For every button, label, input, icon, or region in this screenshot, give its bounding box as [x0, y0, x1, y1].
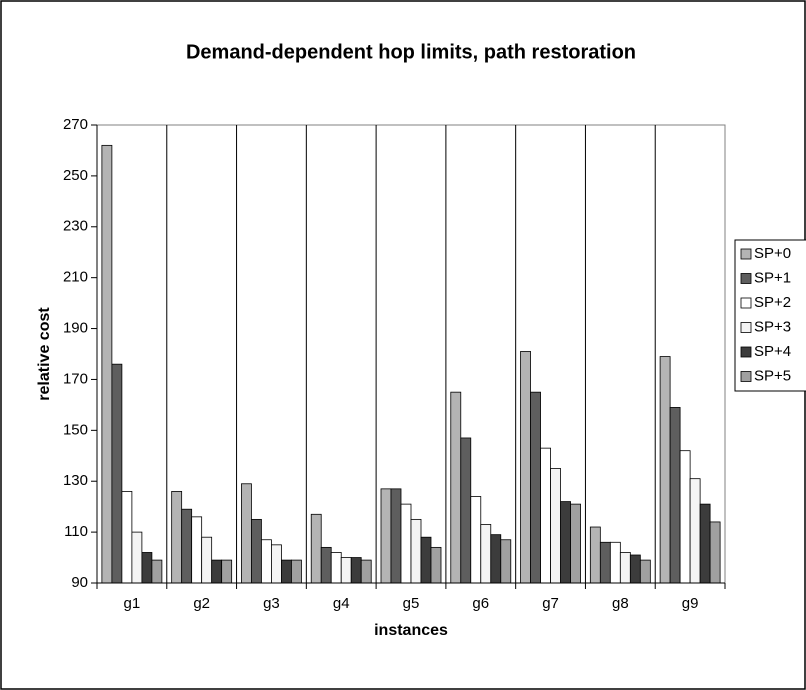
bar	[390, 488, 402, 584]
bar	[460, 437, 472, 584]
legend-label: SP+4	[754, 343, 791, 360]
bar	[261, 539, 272, 584]
bar	[330, 552, 342, 584]
legend-swatch	[740, 248, 752, 260]
y-tick-label: 190	[63, 320, 88, 337]
legend-label: SP+2	[754, 294, 791, 311]
bar	[699, 503, 711, 584]
bar	[480, 524, 492, 584]
bar	[380, 488, 392, 584]
y-tick-label: 210	[63, 269, 88, 286]
bar	[619, 552, 631, 584]
y-tick-label: 250	[63, 167, 88, 184]
bar	[679, 450, 691, 584]
bar	[430, 546, 442, 584]
bar	[340, 557, 352, 584]
bar	[420, 536, 432, 584]
bar	[241, 483, 252, 584]
legend-swatch	[740, 297, 752, 309]
bar	[271, 544, 282, 584]
bar	[470, 496, 482, 584]
bar	[141, 552, 153, 584]
bar	[689, 478, 701, 584]
bar	[490, 534, 502, 584]
y-tick-label: 90	[71, 574, 88, 591]
bar	[669, 407, 681, 584]
bar	[450, 391, 462, 584]
bar	[171, 490, 183, 584]
bar	[540, 447, 551, 584]
x-axis-label: instances	[374, 622, 448, 639]
x-tick-label: g6	[472, 595, 489, 612]
bar	[191, 516, 203, 584]
bar	[709, 521, 721, 584]
y-tick-label: 150	[63, 421, 88, 438]
bar	[500, 539, 512, 584]
bar	[530, 391, 541, 584]
x-tick-label: g9	[682, 595, 699, 612]
legend-swatch	[740, 371, 752, 382]
bar	[221, 559, 233, 584]
x-tick-label: g8	[612, 595, 629, 612]
legend-label: SP+0	[754, 245, 791, 262]
legend-box	[734, 239, 806, 392]
bar	[659, 356, 671, 584]
bar	[181, 508, 193, 584]
bar	[121, 490, 133, 584]
y-tick-label: 270	[63, 116, 88, 133]
y-axis-label: relative cost	[36, 307, 53, 401]
bar	[360, 559, 372, 584]
x-tick-label: g5	[403, 595, 420, 612]
legend-label: SP+5	[754, 367, 791, 384]
x-tick-label: g2	[193, 595, 210, 612]
y-tick-label: 230	[63, 218, 88, 235]
legend-label: SP+1	[754, 269, 791, 286]
bar	[609, 541, 621, 584]
bar	[201, 536, 213, 584]
bar	[131, 531, 143, 584]
bar	[570, 503, 581, 584]
bar	[211, 559, 223, 584]
x-tick-label: g1	[124, 595, 141, 612]
chart-title: Demand-dependent hop limits, path restor…	[186, 41, 636, 63]
bar	[111, 363, 123, 584]
bar	[629, 554, 641, 584]
bar	[151, 559, 163, 584]
y-tick-label: 110	[64, 523, 88, 540]
legend-swatch	[740, 346, 752, 358]
bar	[400, 503, 412, 584]
bar	[350, 557, 362, 584]
x-tick-label: g3	[263, 595, 280, 612]
bar	[101, 144, 113, 584]
bar	[410, 518, 422, 584]
legend-label: SP+3	[754, 318, 791, 335]
bar	[560, 501, 571, 584]
x-tick-label: g4	[333, 595, 350, 612]
bar	[589, 526, 601, 584]
legend-swatch	[740, 322, 752, 333]
y-tick-label: 130	[63, 472, 88, 489]
bar	[291, 559, 302, 584]
legend-swatch	[740, 273, 752, 284]
bar	[520, 351, 531, 584]
y-tick-label: 170	[63, 370, 88, 387]
bar	[281, 559, 292, 584]
bar	[251, 518, 262, 584]
bar	[599, 541, 611, 584]
bar	[310, 513, 322, 584]
bar	[639, 559, 651, 584]
bar	[320, 546, 332, 584]
bar	[550, 468, 561, 584]
x-tick-label: g7	[542, 595, 559, 612]
